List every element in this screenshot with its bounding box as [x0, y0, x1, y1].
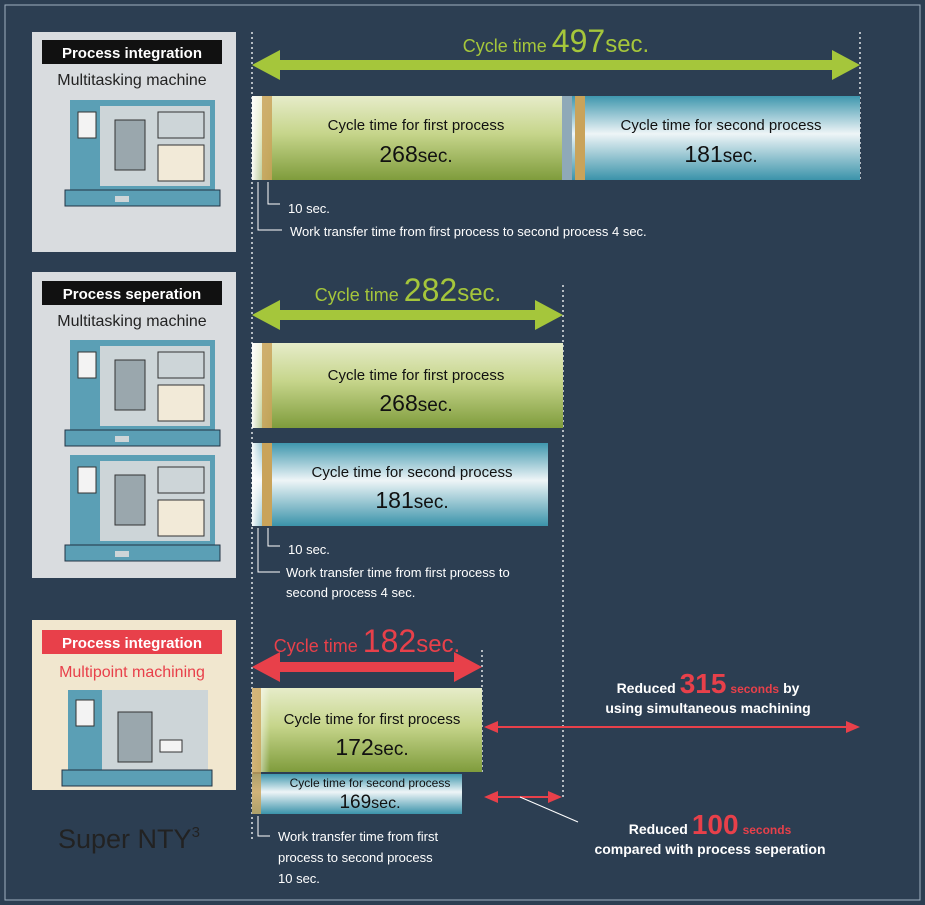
machine-name: Multipoint machining — [59, 664, 205, 681]
value: 100 — [692, 809, 739, 840]
cycle-unit: sec. — [416, 631, 460, 658]
bar-value: 268sec. — [379, 141, 452, 167]
reduction-text: Reduced 100 seconds — [629, 809, 792, 840]
unit: sec. — [371, 795, 400, 812]
bar — [252, 96, 572, 180]
product-sup: 3 — [192, 824, 200, 841]
reduction-text: Reduced 315 seconds by — [617, 668, 800, 699]
note: Work transfer time from first process to — [286, 565, 510, 580]
value: 172 — [335, 734, 373, 760]
value: 181 — [684, 141, 722, 167]
leader — [257, 816, 270, 837]
transfer-strip — [262, 96, 272, 180]
leader — [257, 182, 282, 231]
machine-icon — [64, 454, 221, 562]
transfer-strip — [262, 343, 272, 428]
pointer — [519, 796, 579, 823]
transfer-strip — [575, 96, 585, 180]
bar-value: 169sec. — [339, 792, 400, 813]
transfer-strip — [252, 688, 261, 814]
unit: sec. — [418, 395, 453, 416]
cycle-arrow — [252, 652, 482, 682]
machine-name: Multitasking machine — [57, 313, 207, 330]
note: 10 sec. — [278, 871, 320, 886]
prefix: Reduced — [629, 821, 688, 837]
reduction-arrow — [484, 721, 860, 803]
note: 10 sec. — [288, 201, 330, 216]
unit: seconds — [743, 823, 792, 837]
cycle-time: Cycle time 497sec. — [463, 23, 649, 59]
cycle-value: 282 — [404, 272, 457, 308]
unit: sec. — [414, 492, 449, 513]
bar — [252, 443, 548, 526]
unit: sec. — [374, 739, 409, 760]
cycle-time: Cycle time 182sec. — [274, 623, 460, 659]
note: second process 4 sec. — [286, 585, 415, 600]
note: 10 sec. — [288, 542, 330, 557]
cycle-unit: sec. — [605, 31, 649, 58]
label-box — [42, 281, 222, 305]
bar-value: 181sec. — [684, 141, 757, 167]
section-label: Process seperation — [63, 286, 201, 303]
label-box — [42, 630, 222, 654]
bar — [252, 774, 462, 814]
transfer-strip — [262, 443, 272, 526]
bar — [252, 343, 563, 428]
bar-value: 172sec. — [335, 734, 408, 760]
reduction-text: compared with process seperation — [594, 841, 825, 857]
bar-label: Cycle time for second process — [290, 776, 451, 790]
transfer-strip — [562, 96, 572, 180]
label-box — [42, 40, 222, 64]
cycle-prefix: Cycle time — [274, 636, 358, 656]
note: Work transfer time from first process to… — [290, 224, 647, 239]
bar — [572, 96, 860, 180]
value: 181 — [375, 487, 413, 513]
cycle-prefix: Cycle time — [315, 285, 399, 305]
cycle-prefix: Cycle time — [463, 36, 547, 56]
suffix: by — [783, 680, 800, 696]
value: 315 — [680, 668, 727, 699]
bar-label: Cycle time for first process — [328, 367, 505, 384]
bar-label: Cycle time for first process — [328, 117, 505, 134]
cycle-time: Cycle time 282sec. — [315, 272, 501, 308]
product-name: Super NTY3 — [58, 824, 200, 854]
value: 268 — [379, 390, 417, 416]
section-label: Process integration — [62, 635, 202, 652]
machine-icon — [64, 339, 221, 447]
cycle-unit: sec. — [457, 280, 501, 307]
note: Work transfer time from first — [278, 829, 439, 844]
bar-label: Cycle time for second process — [312, 464, 513, 481]
cycle-value: 497 — [552, 23, 605, 59]
bar-value: 268sec. — [379, 390, 452, 416]
cycle-value: 182 — [363, 623, 416, 659]
bar-value: 181sec. — [375, 487, 448, 513]
machine-icon — [61, 690, 213, 787]
bar-label: Cycle time for second process — [621, 117, 822, 134]
product-name-text: Super NTY — [58, 824, 192, 854]
unit: seconds — [730, 682, 779, 696]
bar-label: Cycle time for first process — [284, 711, 461, 728]
note: process to second process — [278, 850, 433, 865]
machine-icon — [64, 99, 221, 207]
prefix: Reduced — [617, 680, 676, 696]
value: 268 — [379, 141, 417, 167]
reduction-text: using simultaneous machining — [605, 700, 810, 716]
machine-name: Multitasking machine — [57, 72, 207, 89]
value: 169 — [339, 792, 371, 813]
leader — [257, 528, 280, 573]
bar — [252, 688, 482, 772]
unit: sec. — [418, 146, 453, 167]
section-label: Process integration — [62, 45, 202, 62]
cycle-arrow — [252, 50, 860, 330]
unit: sec. — [723, 146, 758, 167]
